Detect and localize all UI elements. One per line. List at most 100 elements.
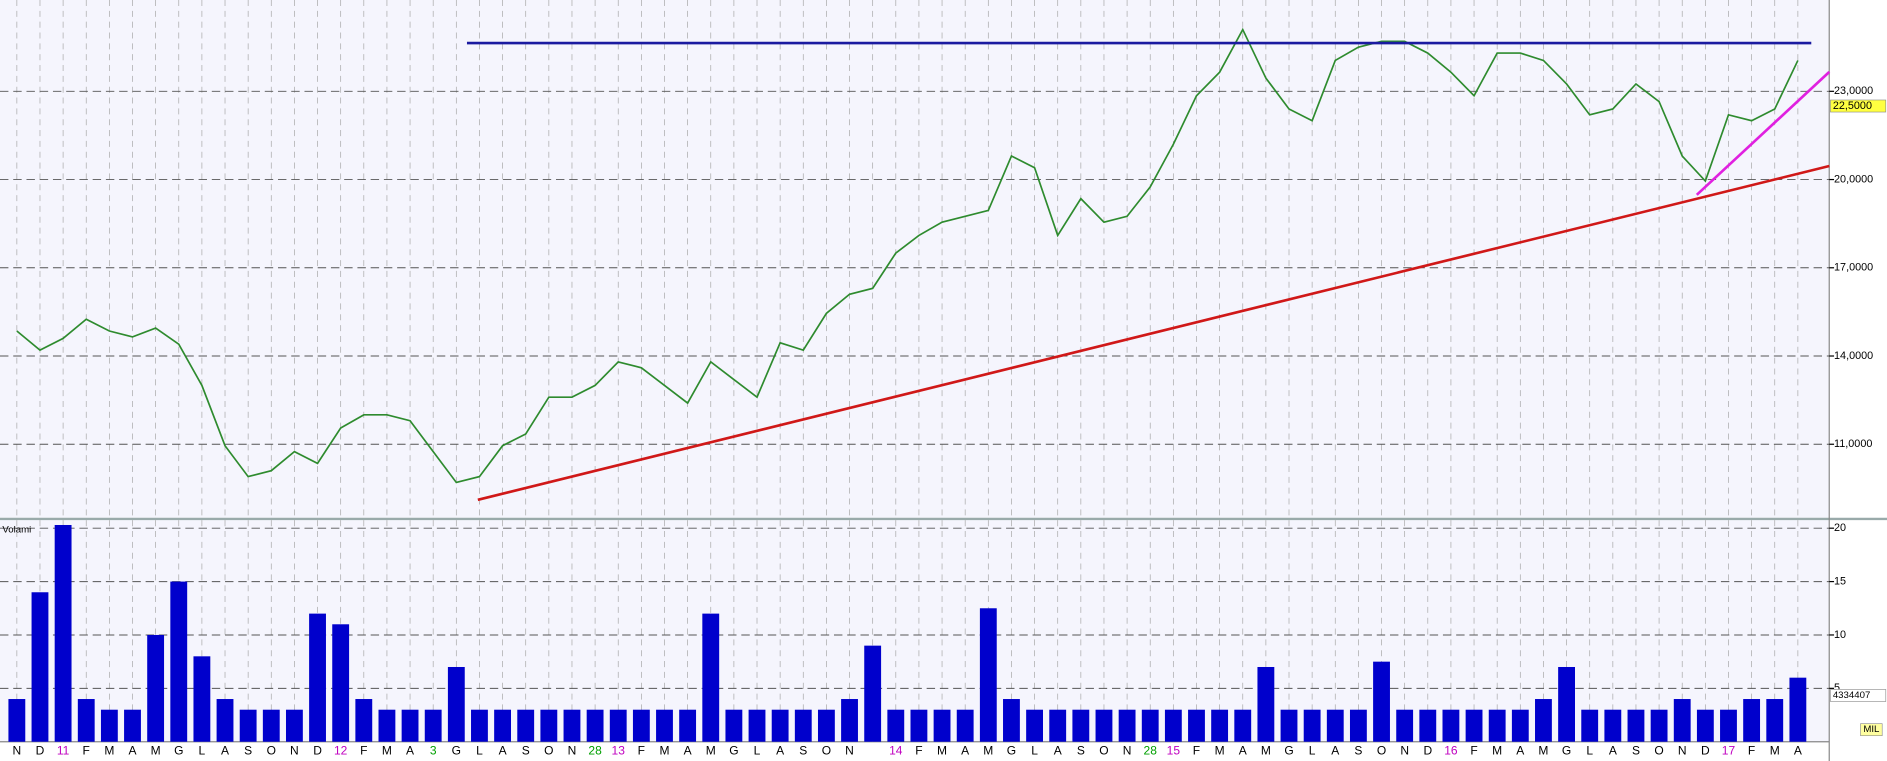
x-tick-label: F [915,744,922,758]
x-tick-label: O [1377,744,1386,758]
volume-bar [1234,709,1252,742]
x-tick-label: M [706,744,716,758]
volume-bar [1442,709,1460,742]
x-tick-label: 28 [588,744,602,758]
x-tick-label: M [382,744,392,758]
unit-box [1860,723,1883,737]
volume-bar [679,709,697,742]
volume-bar [285,709,303,742]
x-tick-label: F [360,744,367,758]
x-tick-label: A [1794,744,1802,758]
volume-bar [262,709,280,742]
volume-bar [817,709,835,742]
volume-bar [1280,709,1298,742]
x-tick-label: O [1099,744,1108,758]
volume-bar [239,709,257,742]
x-tick-label: N [13,744,22,758]
x-tick-label: 13 [612,744,626,758]
volume-bar [887,709,905,742]
x-tick-label: A [128,744,136,758]
y-tick-label: 10 [1834,629,1846,641]
y-tick-label: 14,0000 [1834,350,1873,362]
x-tick-label: S [1632,744,1640,758]
x-tick-label: 15 [1167,744,1181,758]
volume-bar [494,709,512,742]
volume-bar [1072,709,1090,742]
volume-bar [1604,709,1622,742]
volume-bar [332,624,350,742]
volume-bar [979,608,997,742]
volume-bar [794,709,812,742]
x-tick-label: A [1054,744,1062,758]
x-tick-label: 11 [57,744,70,758]
x-tick-label: 28 [1144,744,1158,758]
volume-bar [1673,699,1691,742]
volume-bar [378,709,396,742]
volume-bar [147,634,165,742]
y-tick-label: 17,0000 [1834,262,1873,274]
x-tick-label: S [522,744,530,758]
volume-bar [702,613,720,742]
y-tick-label: 20 [1834,522,1846,534]
x-tick-label: M [937,744,947,758]
volume-bar [771,709,789,742]
x-tick-label: L [1586,744,1593,758]
volume-bar [1743,699,1761,742]
volume-bar [1558,666,1575,742]
volume-bar [586,709,604,742]
volume-bar [54,524,72,742]
price-panel [0,0,1829,518]
x-tick-label: 3 [430,744,437,758]
volume-bar [933,709,951,742]
y-tick-label: 15 [1834,575,1846,587]
x-tick-label: N [1123,744,1132,758]
volume-bar [632,709,650,742]
volume-bar [1511,709,1529,742]
x-tick-label: M [1215,744,1225,758]
x-tick-label: O [1654,744,1663,758]
x-tick-label: F [1193,744,1200,758]
x-tick-label: F [83,744,90,758]
x-tick-label: G [1284,744,1293,758]
volume-bar [1488,709,1506,742]
trendline [1695,70,1831,196]
x-tick-label: O [822,744,831,758]
x-tick-label: F [638,744,645,758]
volume-bar [1696,709,1714,742]
x-tick-label: G [729,744,738,758]
volume-bar [1766,699,1784,742]
volume-bar [77,699,95,742]
x-tick-label: M [1770,744,1780,758]
volume-bar [563,709,581,742]
x-tick-label: L [476,744,483,758]
x-tick-label: D [313,744,322,758]
y-tick-label: 5 [1834,682,1840,694]
x-tick-label: 16 [1444,744,1458,758]
volume-bar [864,645,882,742]
y-tick-label: 23,0000 [1834,85,1873,97]
volume-bar [1326,709,1344,742]
x-tick-label: A [1609,744,1617,758]
x-tick-label: O [267,744,276,758]
volume-bar [1141,709,1159,742]
x-tick-label: G [1562,744,1571,758]
grid [0,0,1830,742]
x-tick-label: A [1239,744,1247,758]
volume-bar [1465,709,1483,742]
volume-bar [1026,709,1044,742]
x-tick-label: L [754,744,761,758]
volume-bar [841,699,858,742]
volume-bar [656,709,673,742]
volume-bar [1720,709,1737,742]
x-tick-label: S [1077,744,1085,758]
volume-bar [1581,709,1599,742]
x-tick-label: G [452,744,461,758]
x-tick-label: F [1470,744,1477,758]
volume-bar [1095,709,1113,742]
y-tick-label: 20,0000 [1834,173,1873,185]
x-tick-label: A [1331,744,1339,758]
volume-bar [1650,709,1668,742]
x-tick-label: N [1400,744,1409,758]
unit-label: MIL [1863,724,1880,735]
